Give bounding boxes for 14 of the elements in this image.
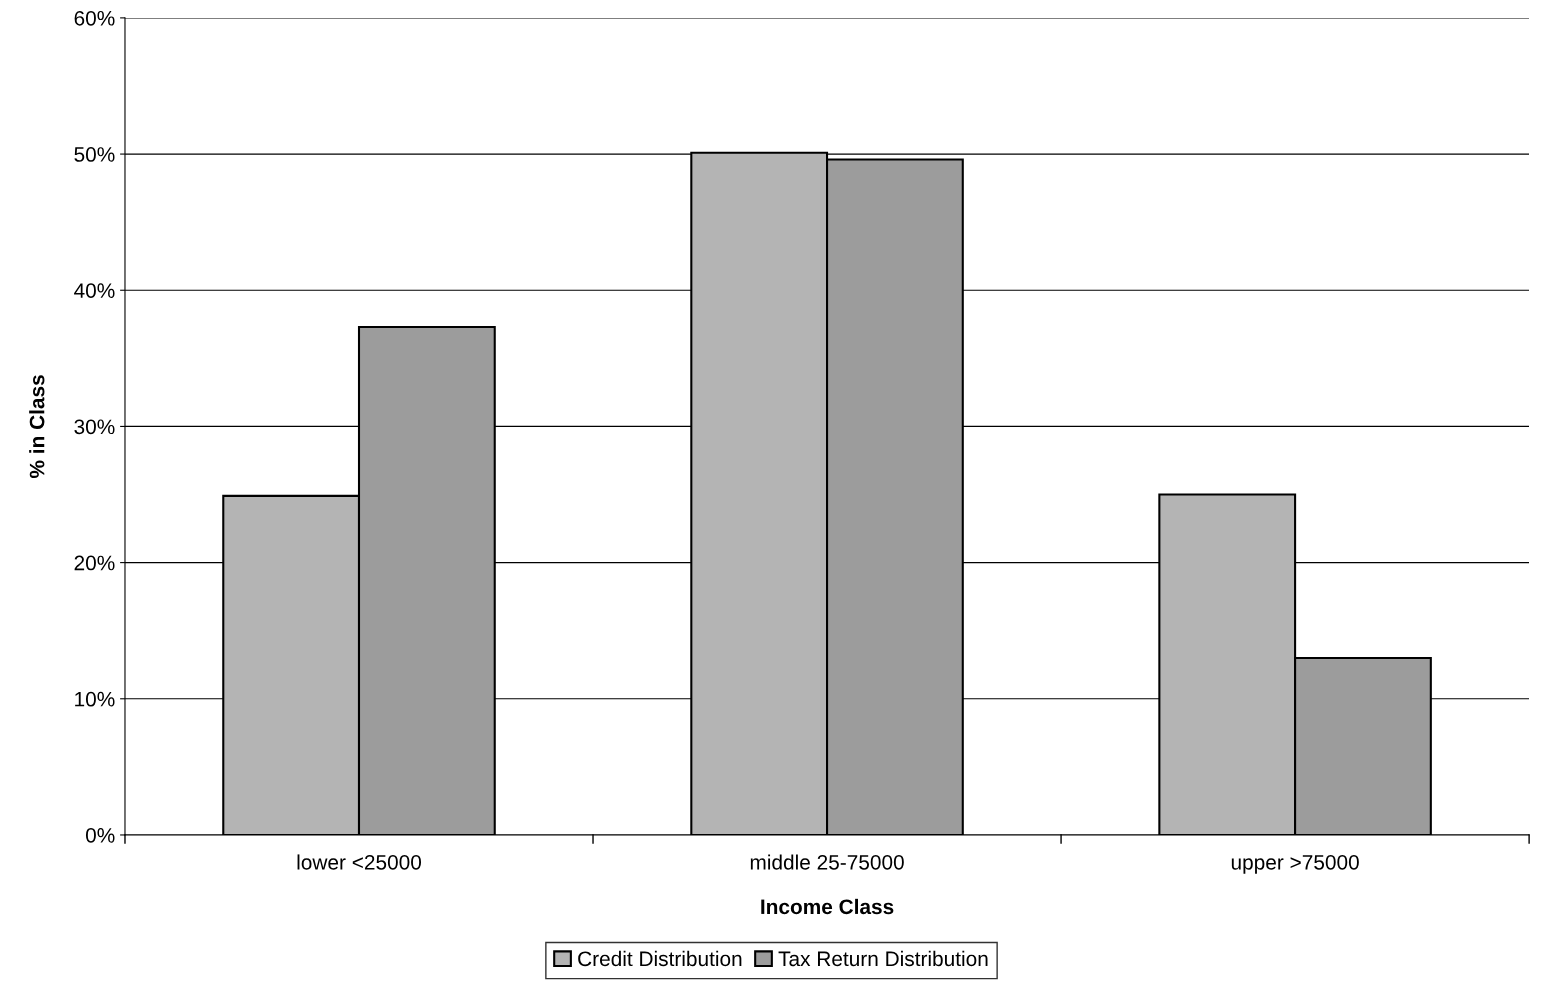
x-axis-title: Income Class [761, 898, 894, 915]
x-tick-label: middle 25-75000 [750, 854, 904, 870]
y-tick-label: 10% [75, 691, 115, 707]
y-tick-label: 20% [74, 555, 115, 571]
y-tick-label: 0% [85, 827, 115, 843]
y-axis-title: % in Class [29, 375, 45, 479]
y-tick-label: 50% [74, 147, 115, 162]
x-tick-label: upper >75000 [1231, 854, 1359, 874]
legend-label: Credit Distribution [578, 950, 742, 967]
x-tick-label: lower <25000 [297, 854, 422, 870]
legend-label: Tax Return Distribution [778, 950, 988, 967]
y-tick-label: 40% [74, 283, 115, 298]
y-tick-label: 60% [74, 10, 115, 26]
y-tick-label: 30% [74, 419, 115, 435]
